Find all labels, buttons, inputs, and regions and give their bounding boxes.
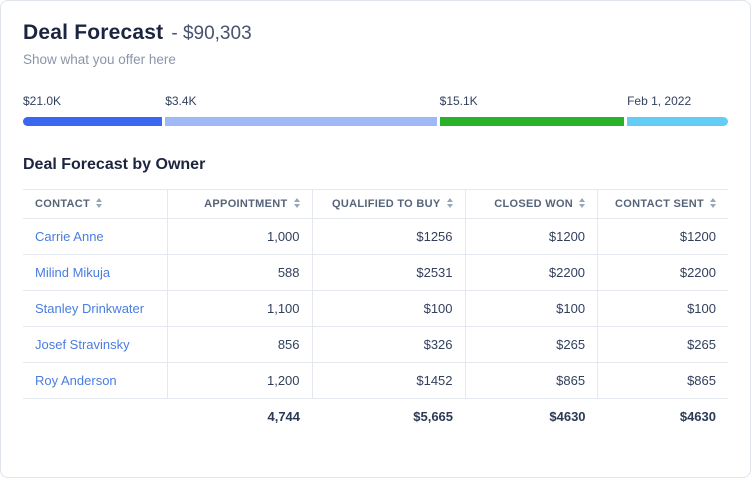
total-cell: $4630 [597,398,728,434]
value-cell: $100 [597,290,728,327]
value-cell: $865 [597,362,728,399]
page-title: Deal Forecast [23,21,164,44]
progress-label: $3.4K [165,94,197,108]
value-cell: $1452 [311,362,466,399]
total-cell [23,398,168,434]
contact-link[interactable]: Josef Stravinsky [35,337,130,352]
contact-cell: Milind Mikuja [23,254,169,291]
total-cell: 4,744 [167,398,313,434]
progress-segment [627,117,728,126]
value-cell: 1,200 [167,362,313,399]
progress-segment [439,117,625,126]
value-cell: $1256 [311,218,466,255]
column-header-qualified-to-buy[interactable]: QUALIFIED TO BUY [311,189,466,219]
progress-bar [23,117,728,126]
contact-link[interactable]: Milind Mikuja [35,265,111,280]
table-row: Roy Anderson 1,200 $1452 $865 $865 [23,362,728,399]
column-header-closed-won[interactable]: CLOSED WON [464,189,599,219]
progress-label: $21.0K [23,94,62,108]
subtitle: Show what you offer here [23,52,176,67]
table-header-row: CONTACT APPOINTMENT QUALIFIED TO BUY CLOSED… [23,189,728,219]
column-header-label: CONTACT SENT [615,198,704,210]
value-cell: $1200 [464,218,599,255]
progress-segment [23,117,163,126]
forecast-progress: $21.0K $3.4K $15.1K Feb 1, 2022 [23,94,728,126]
totals-row: 4,744 $5,665 $4630 $4630 [23,398,728,434]
column-header-label: CLOSED WON [494,198,574,210]
value-cell: 588 [167,254,313,291]
value-cell: $326 [311,326,466,363]
progress-segment [165,117,437,126]
progress-label: $15.1K [439,94,478,108]
value-cell: $265 [464,326,599,363]
sort-icon[interactable] [96,198,103,209]
sort-icon[interactable] [293,198,300,209]
table-row: Milind Mikuja 588 $2531 $2200 $2200 [23,254,728,291]
forecast-table: CONTACT APPOINTMENT QUALIFIED TO BUY CLOSED… [23,189,728,434]
table-row: Josef Stravinsky 856 $326 $265 $265 [23,326,728,363]
column-header-appointment[interactable]: APPOINTMENT [167,189,313,219]
value-cell: $1200 [597,218,728,255]
total-cell: $5,665 [312,398,466,434]
table-row: Stanley Drinkwater 1,100 $100 $100 $100 [23,290,728,327]
value-cell: 856 [167,326,313,363]
sort-icon[interactable] [579,198,586,209]
value-cell: 1,100 [167,290,313,327]
header: Deal Forecast - $90,303 [23,21,728,45]
column-header-contact-sent[interactable]: CONTACT SENT [597,189,728,219]
value-cell: $865 [464,362,599,399]
value-cell: $2200 [464,254,599,291]
value-cell: $100 [311,290,466,327]
contact-link[interactable]: Stanley Drinkwater [35,301,145,316]
table-row: Carrie Anne 1,000 $1256 $1200 $1200 [23,218,728,255]
total-cell: $4630 [465,398,598,434]
value-cell: $265 [597,326,728,363]
value-cell: $2531 [311,254,466,291]
contact-cell: Carrie Anne [23,218,169,255]
contact-link[interactable]: Carrie Anne [35,229,104,244]
value-cell: $2200 [597,254,728,291]
section-title: Deal Forecast by Owner [23,156,206,173]
column-header-contact[interactable]: CONTACT [23,189,169,219]
column-header-label: QUALIFIED TO BUY [332,198,441,210]
contact-link[interactable]: Roy Anderson [35,373,117,388]
contact-cell: Josef Stravinsky [23,326,169,363]
progress-label: Feb 1, 2022 [627,94,692,108]
contact-cell: Stanley Drinkwater [23,290,169,327]
forecast-amount: - $90,303 [171,23,252,44]
value-cell: 1,000 [167,218,313,255]
column-header-label: APPOINTMENT [204,198,288,210]
column-header-label: CONTACT [35,198,91,210]
value-cell: $100 [464,290,599,327]
progress-labels: $21.0K $3.4K $15.1K Feb 1, 2022 [23,94,728,108]
sort-icon[interactable] [710,198,716,209]
contact-cell: Roy Anderson [23,362,169,399]
table-body: Carrie Anne 1,000 $1256 $1200 $1200 Milind Mi… [23,218,728,399]
sort-icon[interactable] [446,198,453,209]
